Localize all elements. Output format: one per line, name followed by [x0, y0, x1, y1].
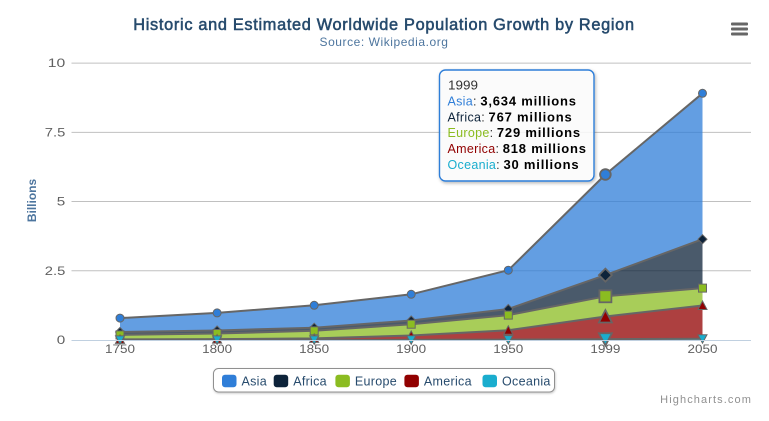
svg-text:America:818 millions: America: 818 millions [448, 141, 587, 156]
svg-text:Asia: Asia [242, 375, 268, 389]
svg-text:Europe:729 millions: Europe: 729 millions [448, 125, 581, 140]
svg-text:Asia:3,634 millions: Asia: 3,634 millions [448, 93, 577, 108]
svg-text:Africa:767 millions: Africa: 767 millions [448, 109, 573, 124]
svg-text:5: 5 [57, 195, 66, 209]
svg-text:1950: 1950 [493, 342, 523, 356]
svg-text:2050: 2050 [688, 342, 718, 356]
svg-text:1800: 1800 [202, 342, 232, 356]
svg-text:2.5: 2.5 [45, 264, 66, 278]
svg-text:1999: 1999 [590, 342, 620, 356]
svg-text:Billions: Billions [25, 179, 39, 223]
svg-text:1900: 1900 [396, 342, 426, 356]
svg-text:Oceania: Oceania [502, 375, 551, 389]
svg-text:10: 10 [48, 56, 66, 70]
svg-text:1850: 1850 [299, 342, 329, 356]
svg-text:0: 0 [57, 333, 66, 347]
svg-text:Europe: Europe [355, 375, 397, 389]
svg-text:Oceania:30 millions: Oceania: 30 millions [448, 157, 580, 172]
svg-text:Source: Wikipedia.org: Source: Wikipedia.org [320, 35, 449, 49]
svg-text:Africa: Africa [293, 375, 327, 389]
svg-text:Highcharts.com: Highcharts.com [660, 394, 752, 406]
svg-text:America: America [424, 375, 472, 389]
svg-text:1999: 1999 [448, 79, 478, 93]
svg-text:7.5: 7.5 [45, 125, 66, 139]
svg-text:Historic and Estimated Worldwi: Historic and Estimated Worldwide Populat… [133, 16, 634, 34]
svg-text:1750: 1750 [105, 342, 135, 356]
